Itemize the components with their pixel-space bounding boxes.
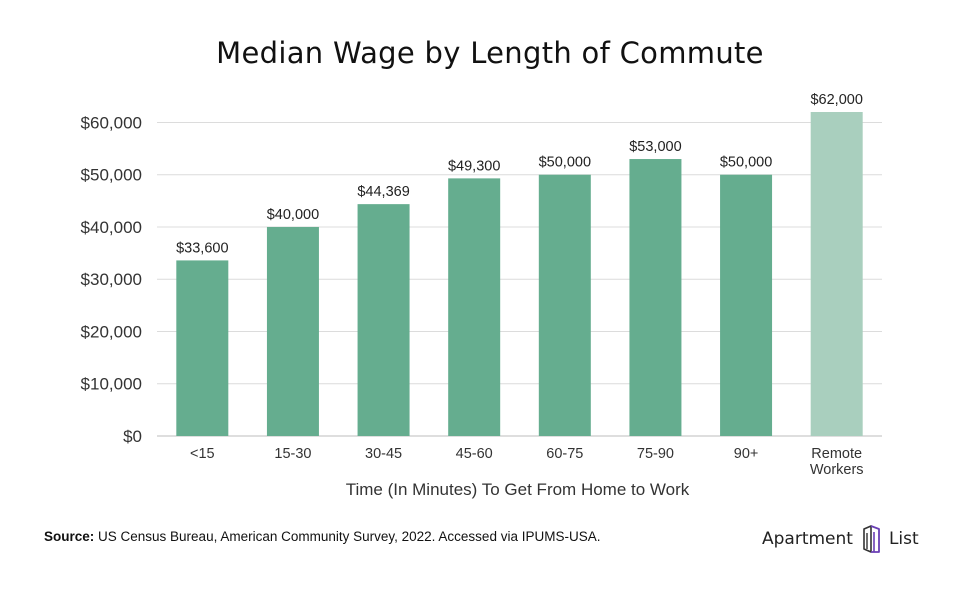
x-axis-label: Time (In Minutes) To Get From Home to Wo… (346, 480, 690, 499)
source-note: Source: US Census Bureau, American Commu… (44, 529, 600, 544)
data-label: $33,600 (176, 240, 228, 256)
bar (266, 226, 319, 436)
x-tick-label: 60-75 (546, 446, 583, 462)
y-tick-label: $20,000 (81, 322, 142, 341)
x-tick-label: 15-30 (274, 446, 311, 462)
y-tick-label: $30,000 (81, 270, 142, 289)
chart-title: Median Wage by Length of Commute (216, 36, 764, 70)
x-tick-label: 90+ (734, 446, 759, 462)
bar (629, 159, 682, 436)
bar (176, 260, 229, 436)
data-label: $50,000 (539, 155, 591, 171)
data-label: $62,000 (810, 92, 862, 108)
apartment-list-logo-icon (863, 525, 880, 553)
x-tick-label: 30-45 (365, 446, 402, 462)
y-tick-label: $0 (123, 427, 142, 446)
x-tick-label: <15 (190, 446, 215, 462)
data-label: $49,300 (448, 158, 500, 174)
y-tick-label: $40,000 (81, 218, 142, 237)
data-label: $53,000 (629, 139, 681, 155)
y-tick-label: $10,000 (81, 375, 142, 394)
bar (810, 112, 863, 436)
bar (720, 174, 773, 437)
source-label: Source: (44, 529, 95, 544)
brand-name-right: List (888, 529, 919, 549)
x-tick-label: Workers (810, 462, 864, 478)
x-tick-label: Remote (811, 446, 862, 462)
x-tick-label: 45-60 (456, 446, 493, 462)
bar (538, 174, 591, 437)
brand-name-left: Apartment (762, 529, 853, 549)
data-label: $40,000 (267, 207, 319, 223)
bar (448, 178, 501, 436)
y-tick-label: $50,000 (81, 166, 142, 185)
data-label: $44,369 (357, 184, 409, 200)
source-text: US Census Bureau, American Community Sur… (94, 529, 601, 544)
brand-logo: Apartment List (762, 523, 919, 555)
data-label: $50,000 (720, 155, 772, 171)
x-tick-label: 75-90 (637, 446, 674, 462)
bar (357, 204, 410, 436)
y-tick-label: $60,000 (81, 113, 142, 132)
